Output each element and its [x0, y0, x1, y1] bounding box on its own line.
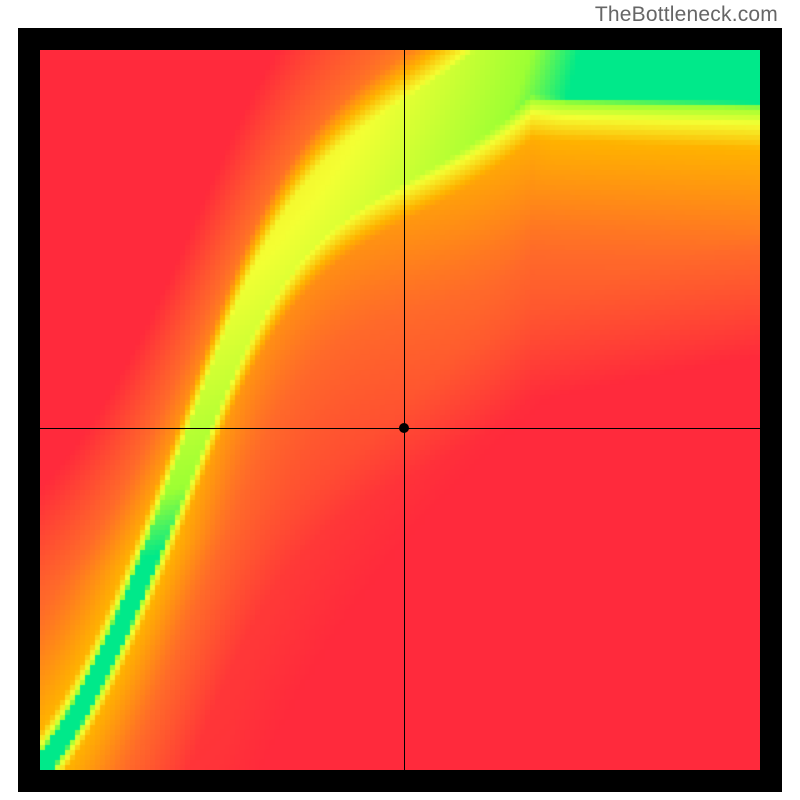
chart-plot-area — [40, 50, 760, 770]
crosshair-vertical — [404, 50, 405, 770]
heatmap-canvas — [40, 50, 760, 770]
crosshair-marker — [399, 423, 409, 433]
page-root: TheBottleneck.com — [0, 0, 800, 800]
attribution-text: TheBottleneck.com — [595, 3, 778, 27]
chart-border — [18, 28, 782, 792]
